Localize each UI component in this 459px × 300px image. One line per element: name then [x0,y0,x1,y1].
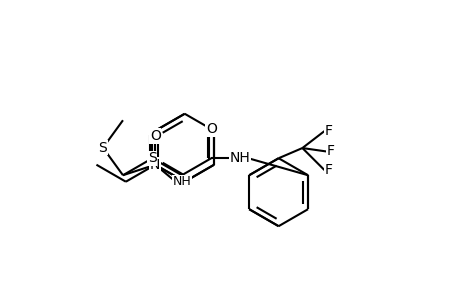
Text: NH: NH [229,151,250,165]
Text: F: F [325,163,332,177]
Text: S: S [98,141,107,155]
Text: F: F [325,124,332,138]
Text: S: S [148,151,157,165]
Text: O: O [150,129,160,143]
Text: F: F [326,144,334,158]
Text: N: N [150,158,160,172]
Text: O: O [205,122,216,136]
Text: NH: NH [173,175,191,188]
